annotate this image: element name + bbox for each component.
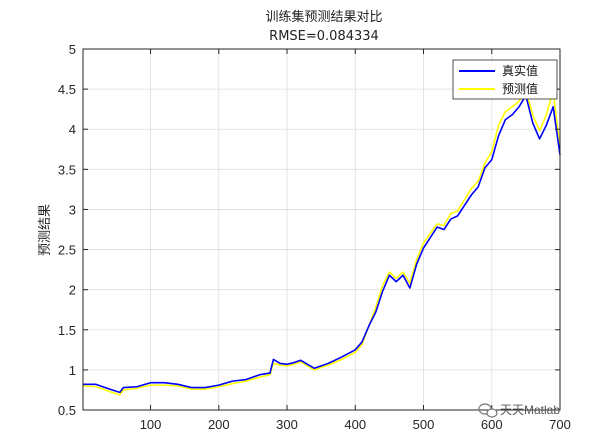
y-tick-label: 2.5: [58, 243, 76, 258]
legend-label-pred: 预测值: [502, 81, 538, 96]
x-tick-label: 600: [481, 417, 503, 432]
y-axis-label: 预测结果: [38, 204, 53, 256]
axis-ticks: [83, 48, 561, 411]
series-line-pred: [82, 89, 561, 396]
legend-box: [452, 59, 558, 100]
watermark-text: 天天Matlab: [500, 403, 560, 417]
y-tick-label: 4: [69, 122, 76, 137]
y-tick-label: 1: [69, 363, 76, 378]
x-tick-label: 300: [276, 417, 298, 432]
y-tick-label: 0.5: [58, 403, 76, 418]
x-tick-label: 500: [413, 417, 435, 432]
series-layer: [82, 89, 561, 396]
chart-title: 训练集预测结果对比: [265, 9, 382, 25]
x-tick-label: 100: [140, 417, 162, 432]
legend-label-true: 真实值: [502, 63, 538, 78]
x-tick-label: 400: [344, 417, 366, 432]
y-tick-label: 2: [69, 283, 76, 298]
x-tick-label: 700: [549, 417, 571, 432]
y-tick-label: 3: [69, 202, 76, 217]
watermark: 天天Matlab: [478, 403, 560, 418]
x-tick-label: 200: [208, 417, 230, 432]
y-tick-label: 5: [69, 42, 76, 57]
plot-frame: [82, 48, 561, 411]
legend: 真实值 预测值: [452, 59, 558, 100]
series-line-true: [83, 94, 561, 394]
y-tick-label: 4.5: [58, 82, 76, 97]
y-tick-label: 3.5: [58, 162, 76, 177]
y-tick-label: 1.5: [58, 323, 76, 338]
y-tick-labels: 0.5 1 1.5 2 2.5 3 3.5 4 4.5 5: [58, 42, 76, 418]
x-tick-labels: 100 200 300 400 500 600 700: [140, 417, 571, 432]
chart-subtitle: RMSE=0.084334: [269, 29, 379, 44]
plot-area: [83, 49, 560, 410]
wechat-icon: [478, 403, 498, 418]
